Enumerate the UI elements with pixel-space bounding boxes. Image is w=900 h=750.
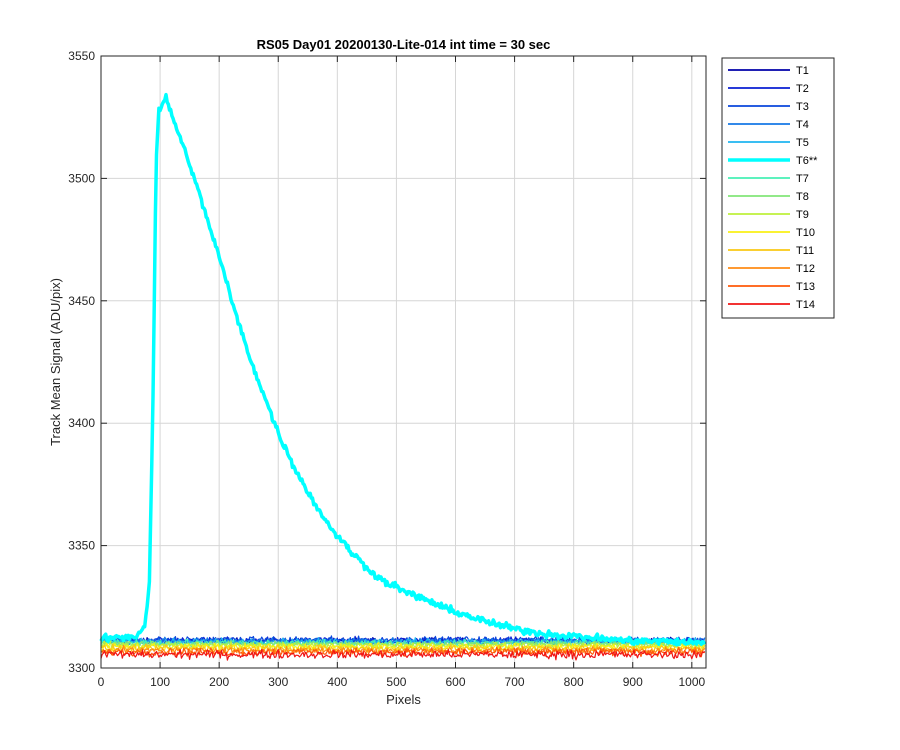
legend: T1 T2 T3 T4 T5 T6** T7 T8 T9 T10 T11 T12 T13 T14 [721,57,835,319]
y-tick-label: 3400 [68,416,95,430]
legend-label: T12 [796,263,815,275]
x-tick-label: 400 [327,675,347,689]
legend-label: T6** [796,155,818,167]
y-tick-label: 3300 [68,661,95,675]
y-tick-label: 3450 [68,294,95,308]
legend-label: T3 [796,101,809,113]
x-axis-label: Pixels [386,692,421,707]
axis-ticks: 0 100 200 300 400 500 600 700 800 900 1000 3300 3350… [68,49,706,689]
plot-frame [100,55,707,669]
legend-label: T2 [796,83,809,95]
y-tick-label: 3550 [68,49,95,63]
x-tick-label: 200 [209,675,229,689]
series-line-T6 [99,92,707,647]
legend-box [721,57,835,319]
legend-label: T5 [796,137,809,149]
x-tick-label: 300 [268,675,288,689]
legend-label: T9 [796,209,809,221]
x-tick-label: 100 [150,675,170,689]
x-tick-label: 600 [445,675,465,689]
y-tick-label: 3500 [68,171,95,185]
x-tick-label: 900 [623,675,643,689]
legend-label: T11 [796,245,814,257]
y-tick-label: 3350 [68,539,95,553]
plot-series [99,92,707,661]
legend-label: T10 [796,227,815,239]
y-axis-label: Track Mean Signal (ADU/pix) [48,278,63,446]
series-line-T14 [100,648,706,661]
x-tick-label: 1000 [678,675,705,689]
legend-label: T14 [796,299,815,311]
x-tick-label: 0 [98,675,105,689]
chart-title: RS05 Day01 20200130-Lite-014 int time = … [257,37,551,52]
legend-label: T8 [796,191,809,203]
legend-label: T7 [796,173,809,185]
legend-label: T1 [796,65,809,77]
series-line-T12 [101,644,706,656]
legend-label: T13 [796,281,815,293]
x-tick-label: 700 [505,675,525,689]
x-tick-label: 800 [564,675,584,689]
grid [100,55,706,669]
x-tick-label: 500 [386,675,406,689]
legend-label: T4 [796,119,809,131]
